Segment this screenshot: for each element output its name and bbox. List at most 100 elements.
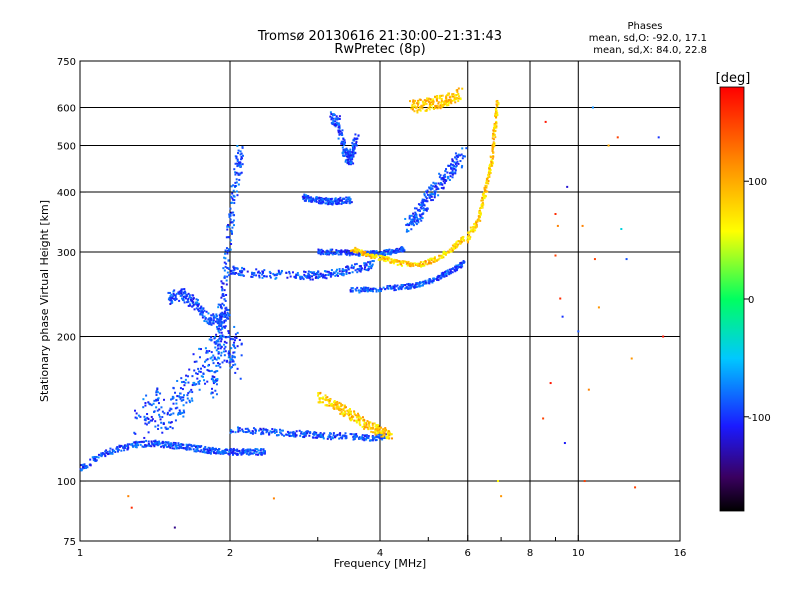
data-point [205,351,208,354]
data-point [220,296,223,299]
data-point [396,260,399,263]
data-point [160,421,163,424]
data-point [340,142,343,145]
data-point [185,446,188,449]
data-point [185,443,188,446]
data-point [329,275,332,278]
data-point [476,218,479,221]
data-point [190,397,193,400]
data-point [246,448,249,451]
data-point [161,410,164,413]
data-point [401,264,404,267]
data-point [440,273,443,276]
data-point [377,253,380,256]
data-point [335,270,338,273]
data-point [360,287,363,290]
data-point [219,328,222,331]
data-point [438,172,441,175]
data-point [314,436,317,439]
data-point [450,171,453,174]
data-point [363,423,366,426]
data-point [411,221,414,224]
data-point [412,212,415,215]
data-point [383,249,386,252]
data-point [373,253,376,256]
data-point [338,115,341,118]
data-point [170,398,173,401]
data-point [200,449,203,452]
data-point [239,270,242,273]
data-point [422,264,425,267]
data-point [345,269,348,272]
x-tick-label: 6 [465,548,471,559]
data-point [443,251,446,254]
data-point [372,254,375,257]
data-point [258,276,261,279]
data-point [317,251,320,254]
data-point [171,301,174,304]
data-point [344,151,347,154]
data-point [214,378,217,381]
data-point [332,119,335,122]
data-point [353,437,356,440]
data-point [223,452,226,455]
data-point [199,450,202,453]
data-point [332,434,335,437]
data-point [330,438,333,441]
data-point [197,308,200,311]
data-point [356,271,359,274]
data-point [332,273,335,276]
data-point [259,452,262,455]
data-point [442,272,445,275]
data-point [341,129,344,132]
data-point [491,157,494,160]
data-point [233,452,236,455]
data-point [223,275,226,278]
data-point [230,211,233,214]
data-point [374,254,377,257]
data-point [365,288,368,291]
data-point [328,401,331,404]
data-point [385,428,388,431]
data-point [274,277,277,280]
y-tick-label: 500 [57,142,76,153]
data-point [374,433,377,436]
data-point [468,237,471,240]
data-point [155,399,158,402]
data-point [324,199,327,202]
data-point [416,209,419,212]
data-point [216,448,219,451]
data-point [234,181,237,184]
data-point [390,286,393,289]
data-point [493,133,496,136]
data-point [215,349,218,352]
data-point [312,432,315,435]
data-point [227,350,230,353]
data-point [231,197,234,200]
data-point [358,419,361,422]
data-point [373,431,376,434]
data-point [364,253,367,256]
data-point [305,194,308,197]
data-point [456,240,459,243]
data-point [411,284,414,287]
data-point [201,450,204,453]
data-point [382,435,385,438]
data-point [410,223,413,226]
data-point [227,248,230,251]
data-point [155,390,158,393]
data-point [328,434,331,437]
data-point [432,98,435,101]
data-point [386,256,389,259]
data-point [445,274,448,277]
data-point [544,120,547,123]
data-point [383,432,386,435]
data-point [311,275,314,278]
data-point [240,354,243,357]
data-point [340,251,343,254]
data-point [484,189,487,192]
data-point [392,259,395,262]
data-point [349,148,352,151]
data-point [208,449,211,452]
data-point [160,426,163,429]
